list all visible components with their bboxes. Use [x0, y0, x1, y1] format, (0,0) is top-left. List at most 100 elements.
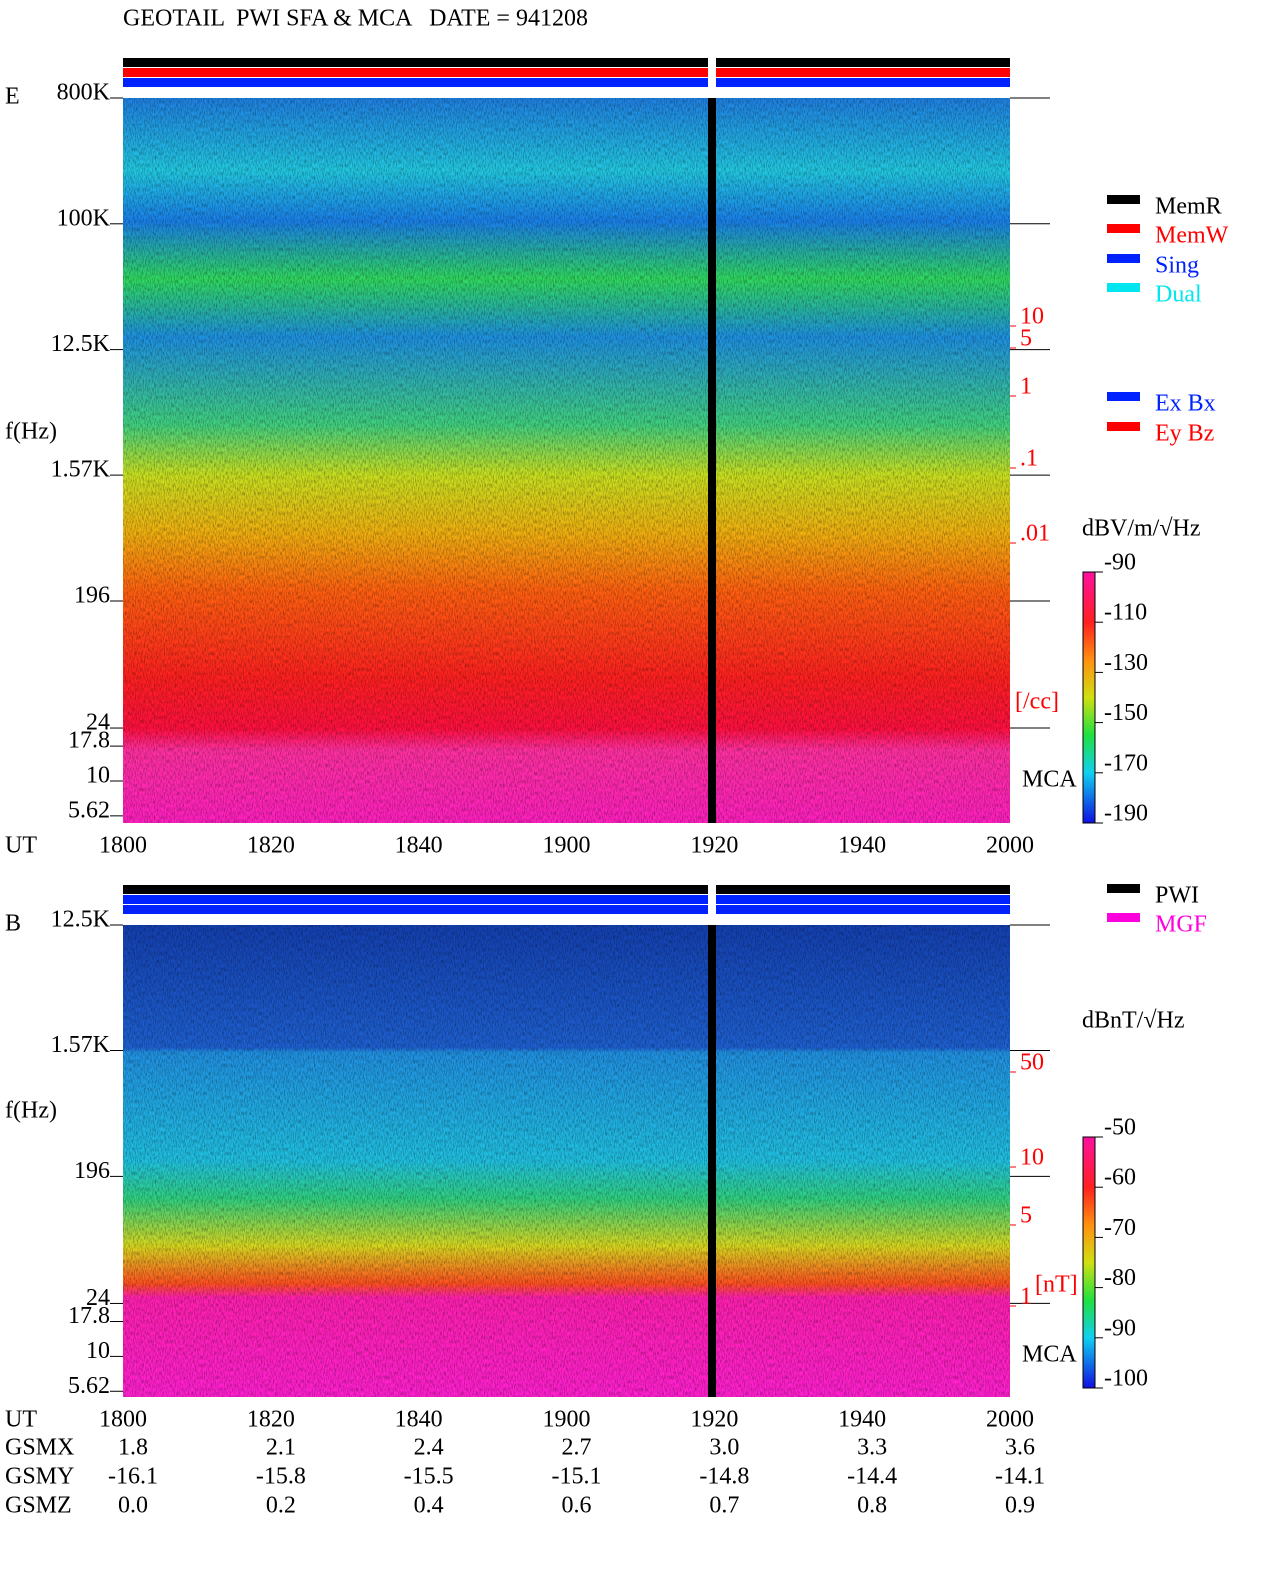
legend-swatch: [1107, 422, 1140, 431]
y-tick-label: 10: [86, 1338, 110, 1364]
orbit-value: -15.8: [256, 1464, 306, 1490]
orbit-value: 0.8: [857, 1493, 887, 1519]
legend-swatch: [1107, 283, 1140, 292]
density-tick-label: 50: [1020, 1050, 1044, 1076]
density-tick-label: 5: [1020, 326, 1032, 352]
colorbar: [1082, 1136, 1096, 1389]
colorbar-label: dBV/m/√Hz: [1082, 516, 1201, 542]
panel-label: E: [5, 84, 20, 110]
x-tick-label: 1940: [838, 833, 886, 859]
y-axis-label: f(Hz): [5, 1098, 57, 1124]
y-tick-label: 1.57K: [51, 1032, 111, 1058]
status-bar: [123, 905, 1010, 914]
y-tick-label: 100K: [57, 205, 111, 231]
orbit-value: 0.2: [266, 1493, 296, 1519]
y-tick-label: 12.5K: [51, 331, 111, 357]
legend-label: Sing: [1155, 253, 1199, 279]
legend-swatch: [1107, 913, 1140, 922]
orbit-value: 2.1: [266, 1435, 296, 1461]
orbit-value: 0.7: [709, 1493, 739, 1519]
y-tick-label: 24: [86, 1285, 110, 1311]
colorbar-tick-label: -190: [1104, 801, 1148, 827]
legend-label: Dual: [1155, 282, 1202, 308]
orbit-value: 3.3: [857, 1435, 887, 1461]
x-tick-label: 1940: [838, 1407, 886, 1433]
colorbar-tick-label: -100: [1104, 1366, 1148, 1392]
y-tick-label: 5.62: [68, 797, 110, 823]
x-tick-label: 1920: [690, 1407, 738, 1433]
legend-label: MemR: [1155, 194, 1222, 220]
panel-label: B: [5, 911, 21, 937]
x-axis-label: UT: [5, 833, 37, 859]
colorbar-tick-label: -80: [1104, 1265, 1136, 1291]
x-tick-label: 1820: [247, 833, 295, 859]
orbit-label: GSMY: [5, 1464, 74, 1490]
x-tick-label: 1840: [395, 1407, 443, 1433]
density-unit: [nT]: [1035, 1272, 1078, 1298]
x-tick-label: 1920: [690, 833, 738, 859]
orbit-value: -15.1: [552, 1464, 602, 1490]
orbit-value: 0.9: [1005, 1493, 1035, 1519]
orbit-value: 0.6: [562, 1493, 592, 1519]
orbit-value: -14.4: [847, 1464, 897, 1490]
x-tick-label: 1800: [99, 833, 147, 859]
status-gap: [708, 58, 716, 88]
legend-label: Ex Bx: [1155, 391, 1216, 417]
orbit-value: -14.1: [995, 1464, 1045, 1490]
x-tick-label: 1800: [99, 1407, 147, 1433]
title: GEOTAIL PWI SFA & MCA DATE = 941208: [123, 6, 588, 32]
orbit-value: 2.7: [562, 1435, 592, 1461]
mca-label: MCA: [1022, 1342, 1077, 1368]
density-tick-label: 10: [1020, 304, 1044, 330]
legend-label: MemW: [1155, 223, 1229, 249]
x-tick-label: 1900: [543, 1407, 591, 1433]
data-gap: [708, 98, 716, 823]
spectrogram-noise: [123, 98, 1010, 823]
colorbar-label: dBnT/√Hz: [1082, 1008, 1185, 1034]
orbit-label: GSMX: [5, 1435, 74, 1461]
legend-swatch: [1107, 224, 1140, 233]
density-tick-label: .01: [1020, 521, 1050, 547]
y-tick-label: 196: [74, 1158, 110, 1184]
data-gap: [708, 925, 716, 1397]
orbit-value: 3.0: [709, 1435, 739, 1461]
orbit-value: -16.1: [108, 1464, 158, 1490]
orbit-value: 2.4: [414, 1435, 444, 1461]
legend-swatch: [1107, 254, 1140, 263]
density-tick-label: .1: [1020, 446, 1038, 472]
x-tick-label: 1900: [543, 833, 591, 859]
legend-label: MGF: [1155, 912, 1207, 938]
legend-label: PWI: [1155, 883, 1199, 909]
colorbar-tick-label: -130: [1104, 650, 1148, 676]
y-tick-label: 17.8: [68, 728, 110, 754]
density-tick-label: 10: [1020, 1145, 1044, 1171]
orbit-value: -14.8: [699, 1464, 749, 1490]
colorbar-tick-label: -110: [1104, 600, 1147, 626]
x-tick-label: 2000: [986, 1407, 1034, 1433]
density-tick-label: 1: [1020, 1284, 1032, 1310]
y-tick-label: 196: [74, 582, 110, 608]
x-tick-label: 2000: [986, 833, 1034, 859]
x-axis-label: UT: [5, 1407, 37, 1433]
status-bar: [123, 885, 1010, 894]
legend-swatch: [1107, 392, 1140, 401]
y-tick-label: 800K: [57, 80, 111, 106]
orbit-value: 0.4: [414, 1493, 444, 1519]
status-bar: [123, 895, 1010, 904]
y-tick-label: 24: [86, 710, 110, 736]
density-tick-label: 5: [1020, 1203, 1032, 1229]
colorbar-tick-label: -90: [1104, 1315, 1136, 1341]
status-bar: [123, 78, 1010, 87]
colorbar-tick-label: -50: [1104, 1115, 1136, 1141]
status-bar: [123, 58, 1010, 67]
status-gap: [708, 885, 716, 915]
colorbar: [1082, 571, 1096, 824]
orbit-label: GSMZ: [5, 1493, 72, 1519]
y-tick-label: 17.8: [68, 1303, 110, 1329]
y-tick-label: 12.5K: [51, 907, 111, 933]
colorbar-tick-label: -70: [1104, 1215, 1136, 1241]
density-unit: [/cc]: [1015, 689, 1059, 715]
x-tick-label: 1820: [247, 1407, 295, 1433]
